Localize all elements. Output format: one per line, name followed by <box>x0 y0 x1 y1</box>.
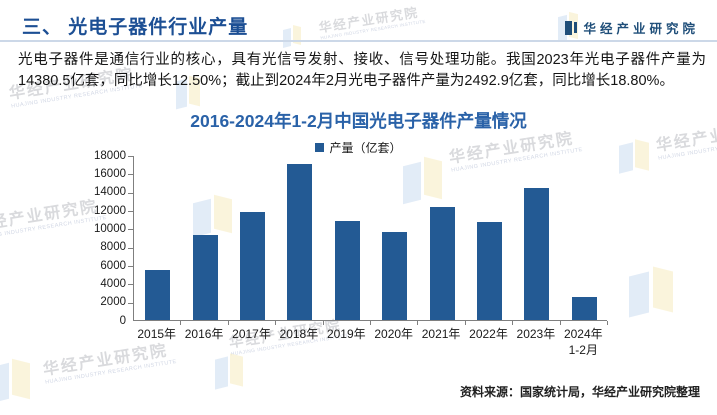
x-tick-label: 2016年 <box>184 327 224 341</box>
y-tick-label: 14000 <box>94 186 126 199</box>
y-axis-tick <box>128 266 134 267</box>
x-axis-tick <box>370 321 371 325</box>
y-tick-label: 4000 <box>100 277 126 290</box>
intro-paragraph: 光电子器件是通信行业的核心，具有光信号发射、接收、信号处理功能。我国2023年光… <box>18 52 706 90</box>
y-tick-label: 12000 <box>94 204 126 217</box>
y-axis-tick <box>128 211 134 212</box>
y-axis-tick <box>128 174 134 176</box>
bar-2016年 <box>192 234 218 320</box>
x-tick-label: 2020年 <box>374 327 414 341</box>
x-axis-tick <box>607 321 608 325</box>
y-axis-tick <box>128 247 134 249</box>
x-tick-label: 2024年 1-2月 <box>563 327 603 357</box>
chart-legend: 产量（亿套） <box>0 139 717 156</box>
bar-2019年 <box>334 221 360 320</box>
page-title: 三、 光电子器件行业产量 <box>22 17 249 38</box>
brand-name: 华经产业研究院 <box>583 22 699 36</box>
y-axis-labels: 0 2000 4000 6000 8000 10000 12000 14000 16000 180… <box>62 150 126 327</box>
x-tick-label: 2018年 <box>279 327 319 341</box>
bar-2023年 <box>524 188 550 320</box>
x-tick-label: 2021年 <box>421 327 461 341</box>
legend-swatch <box>315 143 325 152</box>
x-axis-tick <box>227 321 229 325</box>
y-tick-label: 6000 <box>100 259 126 272</box>
y-axis-tick <box>128 156 134 157</box>
watermark-subtext: HUAJING INDUSTRY RESEARCH INSTITUTE <box>44 358 178 386</box>
y-tick-label: 0 <box>119 314 126 327</box>
x-tick-label: 2023年 <box>516 327 556 341</box>
x-tick-label: 2015年 <box>137 327 177 341</box>
y-axis-tick <box>128 284 134 286</box>
x-axis-tick <box>180 321 182 325</box>
bar-2022年 <box>477 222 502 320</box>
y-tick-label: 2000 <box>100 296 126 309</box>
chart-title: 2016-2024年1-2月中国光电子器件产量情况 <box>190 111 527 131</box>
x-axis-tick <box>559 321 561 325</box>
legend-label: 产量（亿套） <box>329 141 402 155</box>
x-axis-tick <box>464 321 466 325</box>
bar-2024年1-2月 <box>571 297 597 320</box>
bar-2020年 <box>382 231 408 320</box>
watermark-logo-icon <box>0 358 30 404</box>
bar-2018年 <box>287 164 313 320</box>
bar-2015年 <box>145 270 171 320</box>
bar-2021年 <box>429 207 455 320</box>
brand-bars-icon <box>565 20 578 35</box>
x-tick-label: 2019年 <box>326 327 366 341</box>
x-axis-tick <box>417 321 419 325</box>
watermark-logo-icon <box>628 266 674 318</box>
y-axis-tick <box>128 302 134 304</box>
watermark-logo-icon <box>214 353 244 390</box>
y-axis-tick <box>128 229 134 231</box>
x-axis-tick <box>512 321 514 325</box>
y-tick-label: 8000 <box>100 241 126 254</box>
brand-logo: 华经产业研究院 <box>565 18 699 37</box>
y-tick-label: 10000 <box>94 222 126 235</box>
watermark-logo-icon <box>283 25 302 48</box>
y-tick-label: 16000 <box>94 167 126 180</box>
header-divider <box>0 40 717 42</box>
x-tick-label: 2022年 <box>469 327 508 341</box>
bar-2017年 <box>240 212 265 320</box>
watermark-subtext: HUAJING INDUSTRY RESEARCH INSTITUTE <box>320 19 427 41</box>
x-axis-tick <box>275 321 277 325</box>
x-tick-label: 2017年 <box>232 327 271 341</box>
source-note: 资料来源：国家统计局，华经产业研究院整理 <box>459 385 700 399</box>
y-tick-label: 18000 <box>94 149 126 162</box>
plot-area <box>128 156 608 325</box>
x-axis-tick <box>322 321 324 325</box>
y-axis-tick <box>128 192 134 194</box>
